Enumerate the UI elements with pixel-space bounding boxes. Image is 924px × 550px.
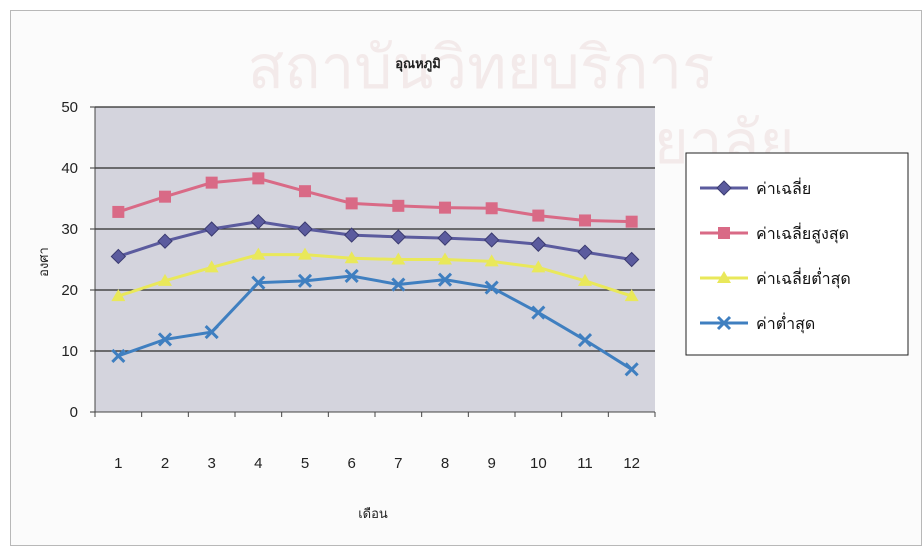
- x-tick-label: 1: [114, 455, 122, 472]
- data-point: [530, 236, 547, 252]
- series-line: [117, 253, 633, 298]
- data-point: [531, 260, 546, 273]
- gridlines: [95, 106, 655, 352]
- legend-item: ค่าเฉลี่ยสูงสุด: [700, 222, 849, 244]
- data-point: [391, 277, 406, 292]
- legend-swatch-marker: [717, 271, 731, 283]
- data-point: [344, 251, 359, 264]
- y-axis-title: องศา: [36, 247, 51, 277]
- data-point: [624, 289, 639, 302]
- legend-item: ค่าเฉลี่ย: [700, 177, 811, 198]
- data-point: [392, 199, 405, 212]
- data-point: [112, 205, 125, 218]
- data-point: [579, 214, 591, 227]
- data-point: [111, 289, 126, 302]
- data-point: [252, 172, 265, 185]
- series-4: [111, 268, 639, 377]
- data-point: [532, 209, 545, 222]
- data-point: [437, 230, 453, 246]
- data-point: [624, 362, 639, 377]
- x-tick-label: 11: [577, 455, 593, 472]
- data-point: [484, 280, 499, 295]
- data-point: [438, 252, 452, 265]
- legend-item: ค่าต่ำสุด: [700, 312, 815, 334]
- legend-label: ค่าต่ำสุด: [756, 312, 815, 334]
- legend-swatch-marker: [718, 227, 730, 239]
- data-point: [205, 176, 218, 189]
- data-point: [345, 197, 358, 210]
- series-2: [112, 172, 638, 228]
- data-point: [204, 325, 219, 340]
- data-point: [299, 185, 311, 198]
- data-point: [343, 227, 360, 243]
- data-point: [625, 215, 638, 228]
- data-point: [439, 201, 451, 214]
- legend-label: ค่าเฉลี่ยต่ำสุด: [756, 267, 851, 289]
- data-point: [204, 260, 219, 273]
- x-tick-label: 9: [487, 455, 495, 472]
- y-tick-label: 30: [61, 221, 78, 238]
- x-axis-title: เดือน: [358, 506, 388, 521]
- data-point: [250, 213, 267, 230]
- legend-label: ค่าเฉลี่ยสูงสุด: [756, 222, 849, 244]
- chart-title: อุณหภูมิ: [395, 56, 441, 72]
- series-line: [117, 274, 633, 371]
- y-tick-label: 20: [61, 282, 78, 299]
- x-tick-label: 4: [254, 455, 262, 472]
- y-tick-label: 10: [61, 343, 78, 360]
- data-point: [485, 202, 498, 215]
- x-tick-label: 6: [347, 455, 355, 472]
- y-tick-label: 50: [61, 99, 78, 116]
- data-point: [577, 332, 593, 348]
- data-point: [203, 221, 220, 237]
- x-tick-label: 7: [394, 455, 402, 472]
- data-point: [297, 273, 313, 288]
- data-point: [390, 229, 407, 245]
- data-point: [157, 332, 173, 347]
- legend-item: ค่าเฉลี่ยต่ำสุด: [700, 267, 851, 289]
- data-point: [297, 221, 313, 237]
- x-tick-label: 3: [207, 455, 215, 472]
- data-point: [531, 305, 546, 320]
- data-point: [344, 268, 359, 284]
- x-tick-label: 2: [161, 455, 169, 472]
- data-point: [483, 232, 500, 248]
- y-tick-label: 0: [70, 404, 78, 421]
- data-point: [251, 247, 266, 260]
- data-point: [437, 272, 453, 287]
- y-tick-label: 40: [61, 160, 78, 177]
- data-point: [158, 273, 172, 286]
- series-3: [111, 247, 639, 302]
- x-tick-label: 10: [530, 455, 547, 472]
- data-point: [484, 254, 499, 267]
- data-point: [251, 275, 266, 290]
- x-tick-label: 5: [301, 455, 309, 472]
- data-point: [298, 247, 312, 260]
- series-line: [117, 220, 632, 261]
- legend-swatch-marker: [716, 180, 732, 196]
- x-tick-label: 12: [623, 455, 640, 472]
- data-point: [159, 190, 171, 203]
- series-1: [110, 213, 640, 268]
- data-point: [578, 273, 592, 286]
- data-point: [623, 251, 640, 268]
- series-layer: [110, 172, 640, 377]
- legend-swatch-marker: [716, 315, 732, 331]
- data-point: [391, 252, 406, 265]
- data-point: [110, 248, 127, 265]
- series-line: [117, 176, 632, 224]
- data-point: [577, 244, 593, 260]
- legend: ค่าเฉลี่ยค่าเฉลี่ยสูงสุดค่าเฉลี่ยต่ำสุดค…: [685, 152, 909, 356]
- legend-label: ค่าเฉลี่ย: [756, 177, 811, 198]
- data-point: [111, 348, 126, 363]
- x-tick-label: 8: [441, 455, 449, 472]
- data-point: [157, 233, 173, 249]
